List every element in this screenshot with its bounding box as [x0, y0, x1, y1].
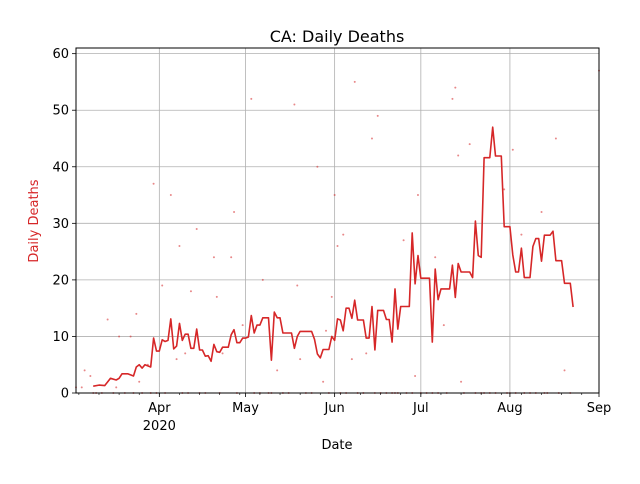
scatter-point — [296, 284, 299, 287]
x-tick-label: Aug — [497, 401, 522, 416]
scatter-point — [563, 369, 566, 372]
scatter-point — [451, 97, 454, 100]
scatter-point — [333, 194, 336, 197]
scatter-point — [195, 227, 198, 230]
plot-frame — [75, 47, 600, 394]
x-tick-label: Apr — [148, 401, 171, 416]
scatter-point — [457, 154, 460, 157]
scatter-point — [540, 211, 543, 214]
scatter-point — [434, 256, 437, 259]
scatter-point — [325, 329, 328, 332]
scatter-point — [353, 80, 356, 83]
scatter-point — [152, 182, 155, 185]
y-tick-label: 0 — [61, 387, 69, 402]
scatter-point — [169, 194, 172, 197]
scatter-point — [83, 369, 86, 372]
scatter-point — [135, 312, 138, 315]
scatter-point — [330, 295, 333, 298]
scatter-point — [106, 318, 109, 321]
rolling-average-line — [93, 126, 574, 387]
scatter-point — [416, 194, 419, 197]
x-tick-label: May — [232, 401, 259, 416]
scatter-point — [178, 244, 181, 247]
scatter-point — [554, 137, 557, 140]
scatter-point — [161, 284, 164, 287]
y-tick-label: 30 — [52, 217, 69, 232]
scatter-point — [241, 324, 244, 327]
scatter-point — [80, 386, 83, 389]
y-ticks: 0 10 20 30 40 50 60 — [52, 47, 76, 402]
scatter-point — [250, 97, 253, 100]
y-tick-label: 60 — [52, 47, 69, 62]
scatter-point — [89, 375, 92, 378]
scatter-point — [414, 375, 417, 378]
x-tick-sublabel: 2020 — [143, 419, 176, 434]
scatter-point — [336, 244, 339, 247]
y-tick-label: 20 — [52, 273, 69, 288]
scatter-point — [230, 256, 233, 259]
scatter-point — [511, 148, 514, 151]
x-axis-label: Date — [321, 438, 352, 453]
scatter-point — [276, 369, 279, 372]
scatter-point — [184, 352, 187, 355]
scatter-point — [233, 211, 236, 214]
x-tick-label: Jul — [412, 401, 429, 416]
scatter-point — [460, 380, 463, 383]
scatter-point — [442, 324, 445, 327]
scatter-point — [189, 290, 192, 293]
x-tick-label: Jun — [323, 401, 344, 416]
scatter-point — [365, 352, 368, 355]
scatter-point — [402, 239, 405, 242]
y-tick-label: 40 — [52, 160, 69, 175]
scatter-point — [376, 114, 379, 117]
scatter-point — [129, 335, 132, 338]
scatter-point — [175, 358, 178, 361]
scatter-point — [261, 278, 264, 281]
y-tick-label: 50 — [52, 104, 69, 119]
scatter-point — [115, 386, 118, 389]
x-ticks: Apr 2020 May Jun Jul Aug Sep — [78, 393, 612, 434]
scatter-point — [350, 358, 353, 361]
y-axis-label: Daily Deaths — [27, 179, 42, 262]
scatter-point — [221, 352, 224, 355]
y-tick-label: 10 — [52, 330, 69, 345]
scatter-point — [322, 380, 325, 383]
scatter-point — [316, 165, 319, 168]
line-series — [93, 126, 574, 387]
chart-title: CA: Daily Deaths — [270, 27, 405, 46]
scatter-point — [138, 380, 141, 383]
scatter-point — [468, 143, 471, 146]
scatter-point — [293, 103, 296, 106]
scatter-point — [118, 335, 121, 338]
scatter-point — [503, 188, 506, 191]
scatter-point — [454, 86, 457, 89]
scatter-point — [370, 137, 373, 140]
scatter-point — [299, 358, 302, 361]
scatter-point — [342, 233, 345, 236]
scatter-point — [212, 256, 215, 259]
scatter-point — [215, 295, 218, 298]
scatter-point — [520, 233, 523, 236]
x-tick-label: Sep — [587, 401, 612, 416]
